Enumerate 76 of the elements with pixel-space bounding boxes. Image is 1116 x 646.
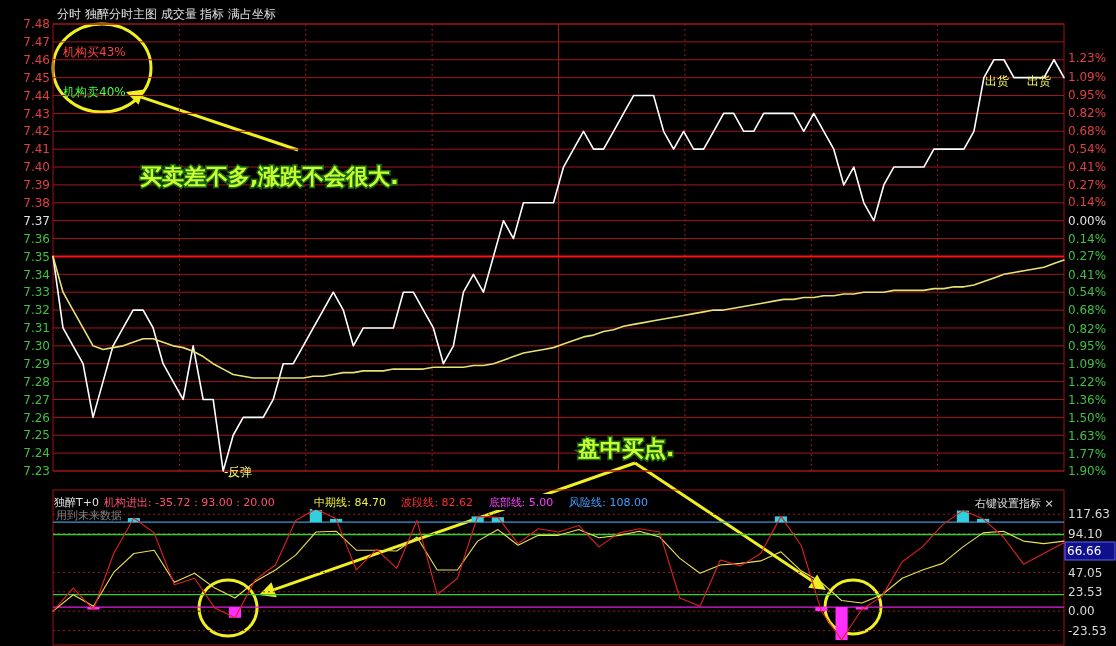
- bar: [835, 607, 848, 641]
- y-tick-label: 117.63: [1068, 507, 1110, 522]
- y2-tick-label: 1.22%: [1068, 374, 1107, 389]
- annotation: 用到未来数据: [56, 508, 122, 522]
- y2-tick-label: 0.82%: [1068, 321, 1107, 336]
- y-tick-label: -23.53: [1068, 623, 1107, 638]
- annotation: 出货: [985, 74, 1009, 89]
- y-tick-label: 7.41: [23, 142, 50, 157]
- line-series: [52, 529, 1065, 612]
- annotation: -反弹: [224, 465, 253, 480]
- y2-tick-label: 1.36%: [1068, 393, 1107, 407]
- annotation: 中期线: 84.70: [314, 495, 386, 509]
- annotation: 风险线: 108.00: [569, 495, 648, 509]
- y-tick-label: 7.31: [23, 321, 50, 336]
- line-series: [52, 255, 1065, 379]
- y2-tick-label: 0.14%: [1068, 232, 1107, 247]
- y-tick-label: 7.40: [23, 160, 50, 175]
- y-tick-label: 7.33: [23, 285, 50, 300]
- y2-tick-label: 0.82%: [1068, 105, 1107, 120]
- y-tick-label: 0.00: [1068, 604, 1095, 619]
- y2-tick-label: 1.23%: [1068, 51, 1107, 66]
- y2-tick-label: 1.09%: [1068, 357, 1107, 372]
- y-tick-label: 7.39: [23, 178, 50, 193]
- y2-tick-label: 1.63%: [1068, 428, 1107, 443]
- y2-tick-label: 0.95%: [1068, 338, 1107, 353]
- y-tick-label: 7.23: [23, 464, 50, 479]
- y-tick-label: 7.36: [23, 231, 50, 246]
- y-tick-label: 7.48: [23, 17, 50, 32]
- y2-tick-label: 0.54%: [1068, 142, 1107, 157]
- annotation: 机构买43%: [63, 45, 126, 60]
- y-tick-label: 7.27: [23, 392, 50, 407]
- line-series: [52, 508, 1065, 641]
- y-tick-label: 7.47: [23, 35, 50, 50]
- y-tick-label: 23.53: [1068, 585, 1103, 599]
- y2-tick-label: 0.27%: [1068, 178, 1107, 193]
- text: 66.66: [1067, 544, 1102, 559]
- y2-tick-label: 0.68%: [1068, 303, 1107, 318]
- y-tick-label: 7.32: [23, 303, 50, 318]
- text: 独醉T+0: [54, 495, 99, 509]
- y-tick-label: 7.44: [23, 88, 50, 103]
- y-tick-label: 7.24: [23, 446, 50, 461]
- y2-tick-label: 0.27%: [1068, 249, 1107, 264]
- chart-title: 分时 独醉分时主图 成交量 指标 满占坐标: [57, 7, 277, 22]
- y2-tick-label: 0.41%: [1068, 267, 1107, 282]
- y-tick-label: 7.25: [23, 428, 50, 443]
- y2-tick-label: 0.95%: [1068, 88, 1107, 103]
- y2-tick-label: 1.50%: [1068, 411, 1107, 426]
- annotation: 底部线: 5.00: [488, 495, 554, 509]
- annotation: 波段线: 82.62: [401, 495, 474, 509]
- y-tick-label: 7.26: [23, 410, 50, 425]
- y2-tick-label: 0.41%: [1068, 159, 1107, 174]
- y-tick-label: 7.46: [23, 52, 50, 67]
- y-tick-label: 7.28: [23, 374, 50, 389]
- y-tick-label: 94.10: [1068, 526, 1103, 541]
- y2-tick-label: 0.00%: [1068, 213, 1107, 228]
- y-tick-label: 7.38: [23, 196, 50, 210]
- y-tick-label: 7.42: [23, 124, 50, 139]
- y-tick-label: 47.05: [1068, 565, 1103, 580]
- y2-tick-label: 1.77%: [1068, 447, 1107, 462]
- annotation: 买卖差不多,涨跌不会很大.: [140, 163, 399, 189]
- annotation: 右键设置指标 ×: [975, 496, 1054, 510]
- y-tick-label: 7.37: [23, 213, 50, 228]
- annotation: 机构进出: -35.72 : 93.00 : 20.00: [103, 495, 275, 509]
- y2-tick-label: 0.54%: [1068, 284, 1107, 299]
- y2-tick-label: 1.09%: [1068, 69, 1107, 84]
- y-tick-label: 7.45: [23, 70, 50, 85]
- y-tick-label: 7.43: [23, 106, 50, 121]
- y-tick-label: 7.35: [23, 249, 50, 264]
- y2-tick-label: 0.14%: [1068, 195, 1107, 210]
- y-tick-label: 7.30: [23, 339, 50, 354]
- annotation: 出货: [1027, 74, 1051, 89]
- y2-tick-label: 0.68%: [1068, 124, 1107, 139]
- annotation: 盘中买点.: [577, 435, 675, 461]
- y-tick-label: 7.29: [23, 356, 50, 371]
- y2-tick-label: 1.90%: [1068, 464, 1107, 479]
- y-tick-label: 7.34: [23, 267, 50, 282]
